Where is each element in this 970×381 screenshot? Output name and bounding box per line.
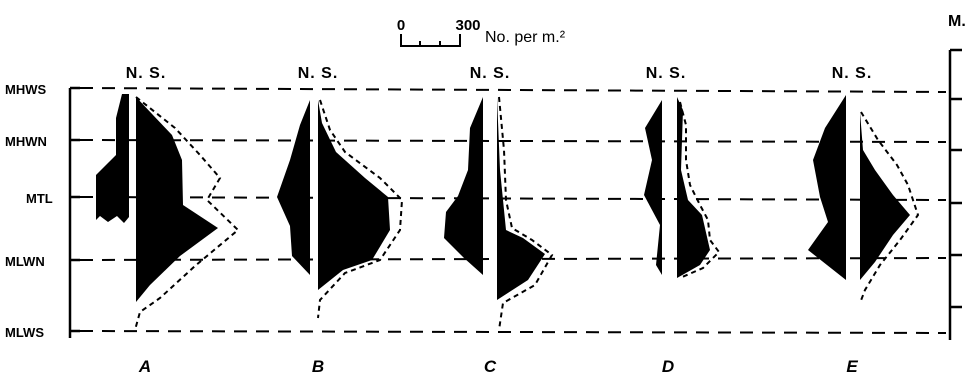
tide-line-mlwn	[79, 257, 947, 261]
left-axis	[68, 86, 80, 338]
site-c-right-wing	[497, 97, 545, 300]
site-a-left-wing	[96, 94, 129, 223]
site-a-dashed-outline	[134, 96, 240, 331]
right-axis-line	[948, 48, 962, 340]
scale-bar: 0 300 No. per m.²	[397, 17, 566, 47]
tide-line-mhws	[79, 87, 947, 93]
site-label-a: A	[138, 357, 151, 376]
scale-bar-start-label: 0	[397, 17, 405, 34]
tide-label-mhwn: MHWN	[5, 134, 47, 149]
site-label-e: E	[846, 357, 858, 376]
site-c-kite: N. S.	[444, 65, 554, 331]
scale-bar-line	[400, 34, 461, 47]
site-e-right-wing	[860, 112, 910, 280]
scale-bar-end-label: 300	[455, 17, 480, 34]
site-b-left-wing	[277, 100, 310, 275]
tide-line-mtl	[79, 196, 947, 201]
site-b-annotation: N. S.	[298, 65, 339, 82]
tide-label-mlwn: MLWN	[5, 254, 45, 269]
tide-label-mtl: MTL	[26, 191, 53, 206]
site-a-kite: N. S.	[96, 65, 240, 331]
site-d-right-wing	[677, 97, 710, 278]
site-d-kite: N. S.	[644, 65, 721, 279]
site-b-dashed-outline	[317, 99, 404, 319]
site-e-dashed-outline	[859, 111, 920, 304]
site-label-b: B	[312, 357, 324, 376]
tide-level-labels: MHWS MHWN MTL MLWN MLWS	[5, 82, 53, 340]
scale-bar-units-label: No. per m.²	[485, 29, 566, 46]
tide-level-lines	[79, 87, 947, 334]
site-e-kite: N. S.	[808, 65, 920, 304]
site-d-left-wing	[644, 100, 662, 275]
tide-line-mlws	[79, 330, 947, 334]
tide-label-mhws: MHWS	[5, 82, 46, 97]
site-b-right-wing	[318, 100, 390, 290]
site-b-kite: N. S.	[277, 65, 404, 319]
site-labels: A B C D E	[138, 357, 858, 376]
site-a-right-wing	[136, 97, 218, 302]
right-axis-label: M.	[948, 13, 966, 30]
site-e-left-wing	[808, 95, 846, 280]
tide-label-mlws: MLWS	[5, 325, 44, 340]
site-e-annotation: N. S.	[832, 65, 873, 82]
site-label-c: C	[484, 357, 497, 376]
site-c-dashed-outline	[498, 96, 554, 331]
right-axis: M.	[948, 13, 966, 340]
left-axis-line	[68, 86, 80, 338]
site-a-annotation: N. S.	[126, 65, 167, 82]
tide-line-mhwn	[79, 139, 947, 143]
site-d-annotation: N. S.	[646, 65, 687, 82]
site-c-left-wing	[444, 97, 483, 275]
site-label-d: D	[662, 357, 674, 376]
site-c-annotation: N. S.	[470, 65, 511, 82]
